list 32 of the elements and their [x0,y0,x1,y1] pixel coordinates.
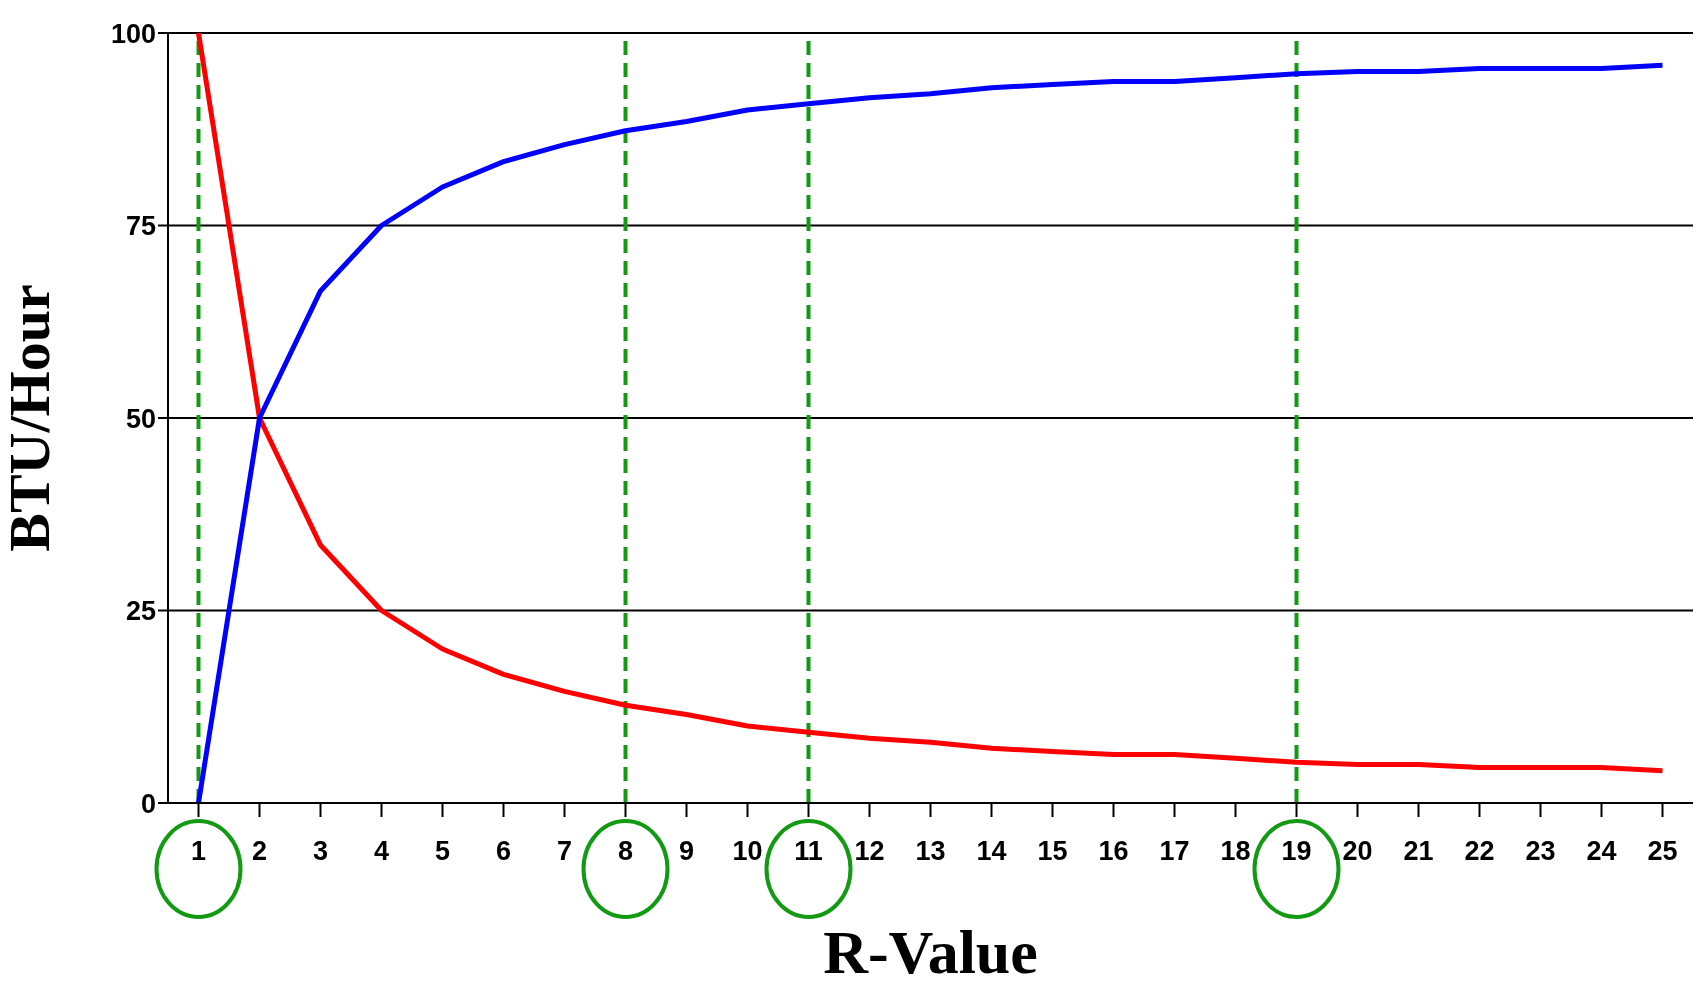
x-tick-label: 13 [915,836,946,867]
x-tick-label: 19 [1281,836,1312,867]
y-tick-label: 25 [125,596,156,627]
x-tick-label: 2 [251,836,268,867]
y-tick-label: 100 [110,18,156,49]
x-tick-label: 15 [1037,836,1068,867]
x-tick-label: 6 [495,836,512,867]
y-axis-title: BTU/Hour [0,284,62,552]
x-tick-label: 23 [1525,836,1556,867]
x-tick-label: 7 [556,836,573,867]
x-tick-label: 8 [617,836,634,867]
x-tick-label: 18 [1220,836,1251,867]
y-tick-label: 0 [140,788,156,819]
x-tick-label: 20 [1342,836,1373,867]
x-tick-label: 1 [190,836,207,867]
x-tick-label: 5 [434,836,451,867]
x-tick-label: 17 [1159,836,1190,867]
x-axis-title: R-Value [823,918,1038,986]
x-tick-label: 10 [732,836,763,867]
x-tick-label: 16 [1098,836,1129,867]
x-tick-label: 4 [373,836,390,867]
x-tick-label: 25 [1647,836,1678,867]
x-tick-label: 11 [794,836,823,867]
x-tick-label: 12 [854,836,885,867]
y-tick-label: 50 [125,403,156,434]
x-tick-label: 9 [678,836,695,867]
x-tick-label: 21 [1403,836,1434,867]
x-tick-label: 22 [1464,836,1495,867]
x-tick-label: 3 [312,836,329,867]
x-tick-label: 14 [976,836,1007,867]
x-tick-label: 24 [1586,836,1617,867]
y-tick-label: 75 [125,211,156,242]
